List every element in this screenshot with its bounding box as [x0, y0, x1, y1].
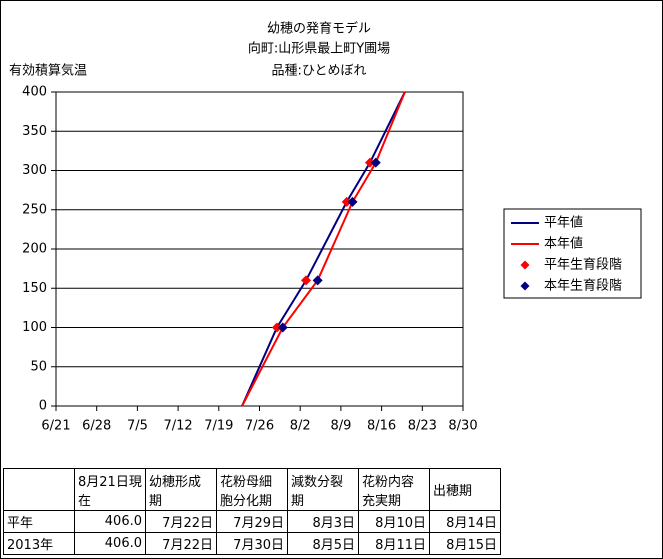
- x-tick-label: 7/12: [163, 419, 192, 434]
- chart: 幼穂の発育モデル 向町:山形県最上町Y圃場 品種:ひとめぼれ 有効積算気温 0 5…: [9, 21, 642, 434]
- series-line: [241, 91, 406, 407]
- y-tick-label: 0: [39, 399, 47, 414]
- chart-subtitle: 品種:ひとめぼれ: [272, 63, 367, 79]
- table-cell: [3, 468, 75, 511]
- x-tick-label: 7/26: [245, 419, 274, 434]
- table-row: 2013年 406.0 7月22日 7月30日 8月5日 8月11日 8月15日: [3, 532, 501, 555]
- y-tick-label: 350: [22, 124, 47, 139]
- table-cell: 406.0: [74, 510, 146, 533]
- x-tick-label: 7/19: [204, 419, 233, 434]
- x-tick-label: 8/9: [330, 419, 351, 434]
- table-cell: 8月14日: [429, 510, 501, 533]
- chart-title: 幼穂の発育モデル: [267, 21, 371, 37]
- y-tick-label: 150: [22, 281, 47, 296]
- table-cell: 8月5日: [287, 532, 359, 555]
- table-cell: 7月22日: [145, 532, 217, 555]
- legend-label: 本年生育段階: [544, 278, 622, 294]
- table-cell: 8月3日: [287, 510, 359, 533]
- chart-subtitle: 向町:山形県最上町Y圃場: [248, 41, 390, 57]
- y-tick-label: 400: [22, 85, 47, 100]
- data-table: 8月21日現在 幼穂形成期 花粉母細胞分化期 減数分裂期 花粉内容充実期 出穂期…: [3, 468, 501, 555]
- table-cell: 7月30日: [216, 532, 288, 555]
- table-cell: 平年: [3, 510, 75, 533]
- x-tick-label: 6/21: [41, 419, 70, 434]
- table-cell: 8月15日: [429, 532, 501, 555]
- table-row: 平年 406.0 7月22日 7月29日 8月3日 8月10日 8月14日: [3, 510, 501, 533]
- table-cell: 7月29日: [216, 510, 288, 533]
- table-cell: 花粉母細胞分化期: [216, 468, 288, 511]
- x-tick-label: 8/30: [448, 419, 477, 434]
- y-tick-label: 100: [22, 320, 47, 335]
- stage-marker: [370, 157, 381, 168]
- stage-marker: [347, 196, 358, 207]
- y-tick-label: 300: [22, 163, 47, 178]
- table-cell: 8月10日: [358, 510, 430, 533]
- table-cell: 減数分裂期: [287, 468, 359, 511]
- x-tick-label: 8/16: [367, 419, 396, 434]
- stage-marker: [277, 322, 288, 333]
- table-cell: 出穂期: [429, 468, 501, 511]
- stage-marker: [341, 196, 352, 207]
- stage-marker: [312, 275, 323, 286]
- table-header: 8月21日現在 幼穂形成期 花粉母細胞分化期 減数分裂期 花粉内容充実期 出穂期: [3, 468, 501, 511]
- stage-marker: [364, 157, 375, 168]
- legend-swatch: [520, 281, 530, 291]
- table-cell: 花粉内容充実期: [358, 468, 430, 511]
- x-tick-label: 6/28: [82, 419, 111, 434]
- table-cell: 8月21日現在: [74, 468, 146, 511]
- series-line: [241, 91, 406, 407]
- y-axis-label: 有効積算気温: [9, 63, 87, 79]
- y-tick-label: 250: [22, 202, 47, 217]
- table-cell: 幼穂形成期: [145, 468, 217, 511]
- y-tick-label: 200: [22, 242, 47, 257]
- table-cell: 406.0: [74, 532, 146, 555]
- table-cell: 2013年: [3, 532, 75, 555]
- legend-label: 平年生育段階: [544, 257, 622, 273]
- x-tick-label: 8/2: [290, 419, 311, 434]
- x-tick-label: 7/5: [127, 419, 148, 434]
- y-tick-label: 50: [30, 359, 47, 374]
- stage-marker: [301, 275, 312, 286]
- legend-label: 平年値: [544, 215, 583, 231]
- x-tick-label: 8/23: [408, 419, 437, 434]
- table-cell: 7月22日: [145, 510, 217, 533]
- table-cell: 8月11日: [358, 532, 430, 555]
- legend-label: 本年値: [544, 236, 583, 252]
- stage-marker: [271, 322, 282, 333]
- legend-swatch: [520, 260, 530, 270]
